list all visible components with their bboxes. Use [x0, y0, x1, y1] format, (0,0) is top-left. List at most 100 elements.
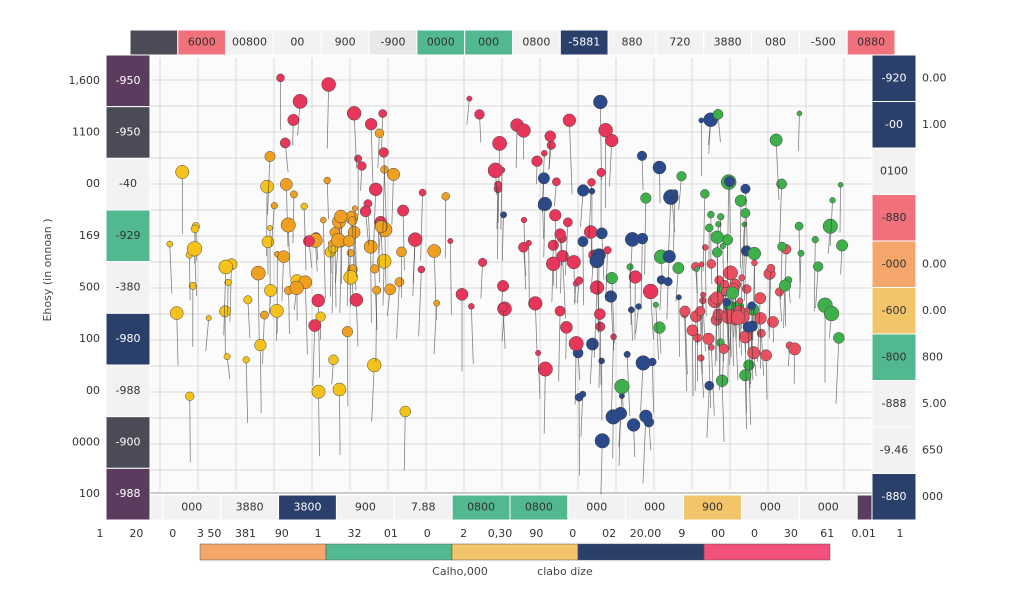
point	[599, 123, 613, 137]
point	[823, 219, 837, 233]
side-inner-label: -9.46	[880, 443, 908, 456]
legend-label: clabo dize	[537, 565, 593, 578]
x-tick-label: 90	[275, 527, 289, 540]
point	[723, 266, 737, 280]
point	[549, 209, 561, 221]
point	[599, 358, 605, 364]
point	[830, 197, 836, 203]
point	[676, 295, 681, 300]
point	[606, 272, 618, 284]
y-axis-title: Ehosy (in onnoan )	[41, 218, 54, 321]
point	[580, 391, 586, 397]
point	[586, 338, 598, 350]
strip-label: 00800	[232, 36, 267, 49]
point	[535, 350, 540, 355]
point	[707, 211, 714, 218]
side-inner-label: -950	[116, 126, 141, 139]
strip-label: 7.88	[411, 501, 436, 514]
point	[594, 309, 605, 320]
x-tick-label: 381	[235, 527, 256, 540]
point	[751, 260, 757, 266]
strip-label: 000	[760, 501, 781, 514]
side-outer-label: 800	[922, 350, 943, 363]
side-inner-label: -380	[116, 281, 141, 294]
point	[360, 206, 371, 217]
side-outer-label: 0000	[72, 436, 100, 449]
point	[813, 262, 823, 272]
point	[705, 224, 713, 232]
side-outer-label: 1.00	[922, 118, 947, 131]
side-outer-label: 0.00	[922, 71, 947, 84]
strip-label: 080	[765, 36, 786, 49]
point	[739, 331, 751, 343]
point	[375, 221, 387, 233]
side-inner-label: -900	[116, 436, 141, 449]
point	[798, 250, 804, 256]
point	[350, 293, 363, 306]
strip-label: 0800	[467, 501, 495, 514]
point	[663, 250, 676, 263]
point	[555, 229, 566, 240]
point	[373, 286, 381, 294]
point	[789, 343, 801, 355]
strip-label: -900	[380, 36, 405, 49]
point	[290, 281, 304, 295]
point	[737, 298, 743, 304]
point	[379, 109, 387, 117]
strip-label: 0880	[857, 36, 885, 49]
point	[770, 134, 782, 146]
point	[288, 114, 299, 125]
point	[387, 168, 399, 180]
strip-label: 0000	[427, 36, 455, 49]
point	[605, 291, 617, 303]
point	[532, 156, 543, 167]
point	[593, 95, 607, 109]
point	[641, 193, 652, 204]
point	[578, 236, 588, 246]
point	[293, 94, 307, 108]
point	[375, 129, 384, 138]
strip-label: 720	[669, 36, 690, 49]
side-inner-label: -00	[885, 118, 903, 131]
point	[467, 96, 472, 101]
x-tick-label: 3 50	[197, 527, 222, 540]
side-outer-label: 00	[86, 384, 100, 397]
point	[517, 124, 531, 138]
point	[699, 118, 704, 123]
stem	[840, 185, 841, 233]
point	[717, 213, 724, 220]
point	[255, 339, 267, 351]
point	[654, 322, 666, 334]
point	[731, 310, 745, 324]
point	[448, 238, 453, 243]
point	[478, 258, 486, 266]
point	[653, 302, 658, 307]
point	[500, 212, 506, 218]
point	[342, 326, 353, 337]
point	[219, 260, 233, 274]
point	[358, 162, 367, 171]
point	[329, 355, 339, 365]
stem	[498, 185, 499, 260]
point	[324, 177, 331, 184]
point	[627, 264, 634, 271]
point	[687, 325, 698, 336]
point	[442, 192, 450, 200]
x-tick-label: 61	[820, 527, 834, 540]
point	[748, 302, 756, 310]
point	[723, 298, 731, 306]
point	[456, 288, 468, 300]
side-outer-label: 0.00	[922, 257, 947, 270]
x-tick-label: 0,30	[488, 527, 513, 540]
point	[624, 351, 630, 357]
point	[589, 188, 595, 194]
point	[703, 333, 715, 345]
point	[563, 218, 572, 227]
point	[492, 136, 506, 150]
point	[643, 284, 658, 299]
x-tick-label: 32	[348, 527, 362, 540]
point	[673, 262, 684, 273]
strip-label: 000	[818, 501, 839, 514]
point	[352, 206, 357, 211]
